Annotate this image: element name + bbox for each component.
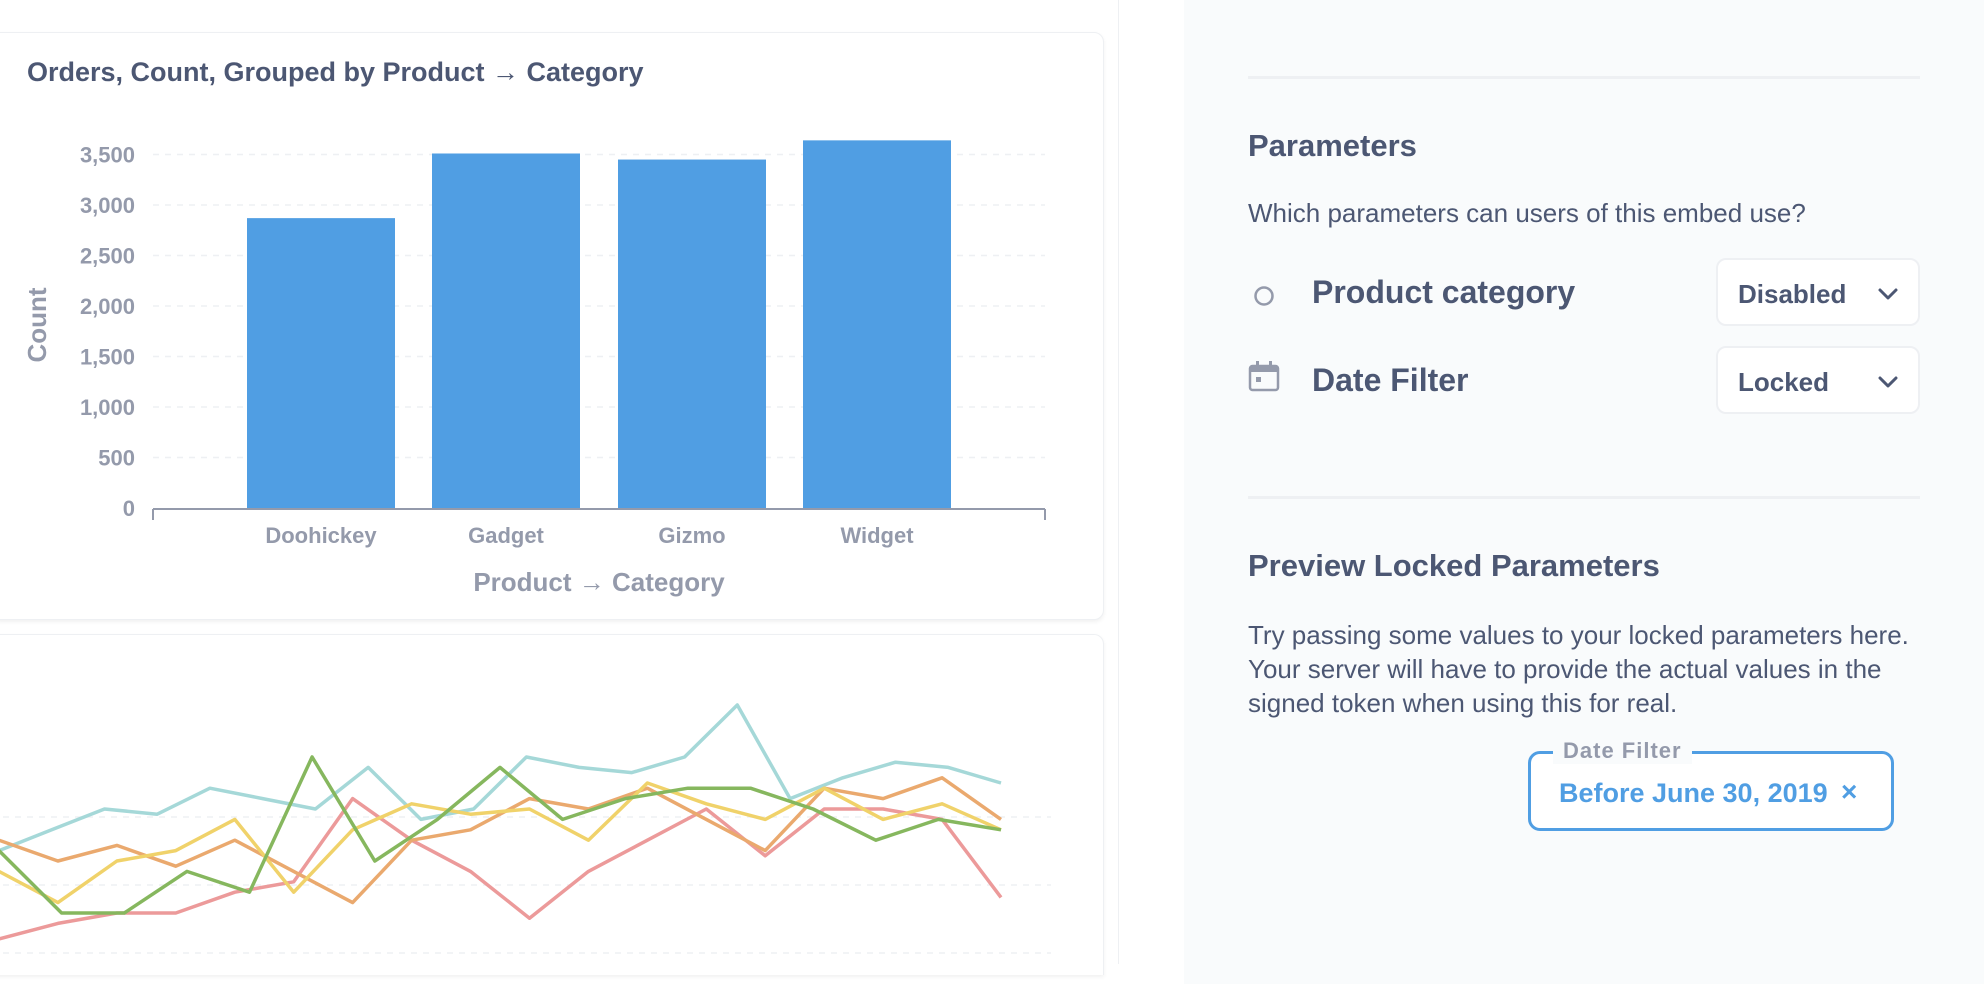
calendar-icon	[1248, 361, 1280, 392]
bar	[803, 140, 951, 509]
divider	[1248, 76, 1920, 79]
product-category-select[interactable]: Disabled	[1716, 258, 1920, 326]
y-tick-label: 2,000	[80, 294, 135, 319]
preview-description: Try passing some values to your locked p…	[1248, 620, 1909, 718]
series-line	[0, 796, 1003, 941]
chevron-down-icon	[1878, 376, 1898, 388]
circle-icon	[1254, 286, 1274, 306]
y-tick-label: 1,500	[80, 345, 135, 370]
y-tick-label: 0	[123, 496, 135, 521]
y-tick-label: 2,500	[80, 244, 135, 269]
filter-label: Date Filter	[1553, 738, 1692, 764]
bar	[432, 153, 580, 508]
x-tick-label: Doohickey	[265, 523, 377, 548]
y-tick-label: 3,500	[80, 143, 135, 168]
bar	[247, 218, 395, 508]
param-row-product-category: Product category Disabled	[1248, 258, 1920, 328]
date-filter-widget[interactable]: Date Filter Before June 30, 2019 ×	[1528, 738, 1894, 831]
y-axis-title: Count	[22, 287, 52, 362]
x-tick-label: Gadget	[468, 523, 544, 548]
series-line	[0, 776, 1003, 905]
series-line	[0, 755, 1002, 915]
x-axis-title: Product → Category	[473, 567, 725, 597]
parameters-description: Which parameters can users of this embed…	[1248, 198, 1806, 228]
select-value: Disabled	[1738, 279, 1847, 309]
y-tick-label: 1,000	[80, 395, 135, 420]
series-line	[0, 781, 1002, 905]
dashboard-area: Orders, Count, Grouped by Product → Cate…	[0, 0, 1119, 975]
divider	[1248, 496, 1920, 499]
date-filter-select[interactable]: Locked	[1716, 346, 1920, 414]
filter-value[interactable]: Before June 30, 2019	[1559, 778, 1828, 808]
parameters-title: Parameters	[1248, 128, 1417, 163]
embed-sidebar: Parameters Which parameters can users of…	[1184, 0, 1984, 984]
series-line	[0, 703, 1002, 853]
y-tick-label: 500	[98, 446, 135, 471]
y-tick-label: 3,000	[80, 193, 135, 218]
bar	[618, 159, 766, 509]
preview-title: Preview Locked Parameters	[1248, 548, 1660, 583]
close-icon[interactable]: ×	[1841, 776, 1858, 807]
card-title: Orders, Count, Grouped by Product → Cate…	[27, 57, 644, 87]
param-row-date-filter: Date Filter Locked	[1248, 346, 1920, 416]
param-label: Date Filter	[1312, 362, 1469, 398]
chevron-down-icon	[1878, 288, 1898, 300]
bar-chart-card[interactable]: Orders, Count, Grouped by Product → Cate…	[0, 32, 1104, 620]
param-label: Product category	[1312, 274, 1576, 310]
line-chart-card[interactable]	[0, 634, 1104, 975]
x-tick-label: Widget	[840, 523, 914, 548]
select-value: Locked	[1738, 367, 1830, 397]
bar-chart: 0 500 1,000 1,500 2,000 2,500 3,000 3,500 Doohic…	[22, 140, 1046, 597]
x-tick-label: Gizmo	[658, 523, 725, 548]
line-chart	[0, 703, 1051, 954]
